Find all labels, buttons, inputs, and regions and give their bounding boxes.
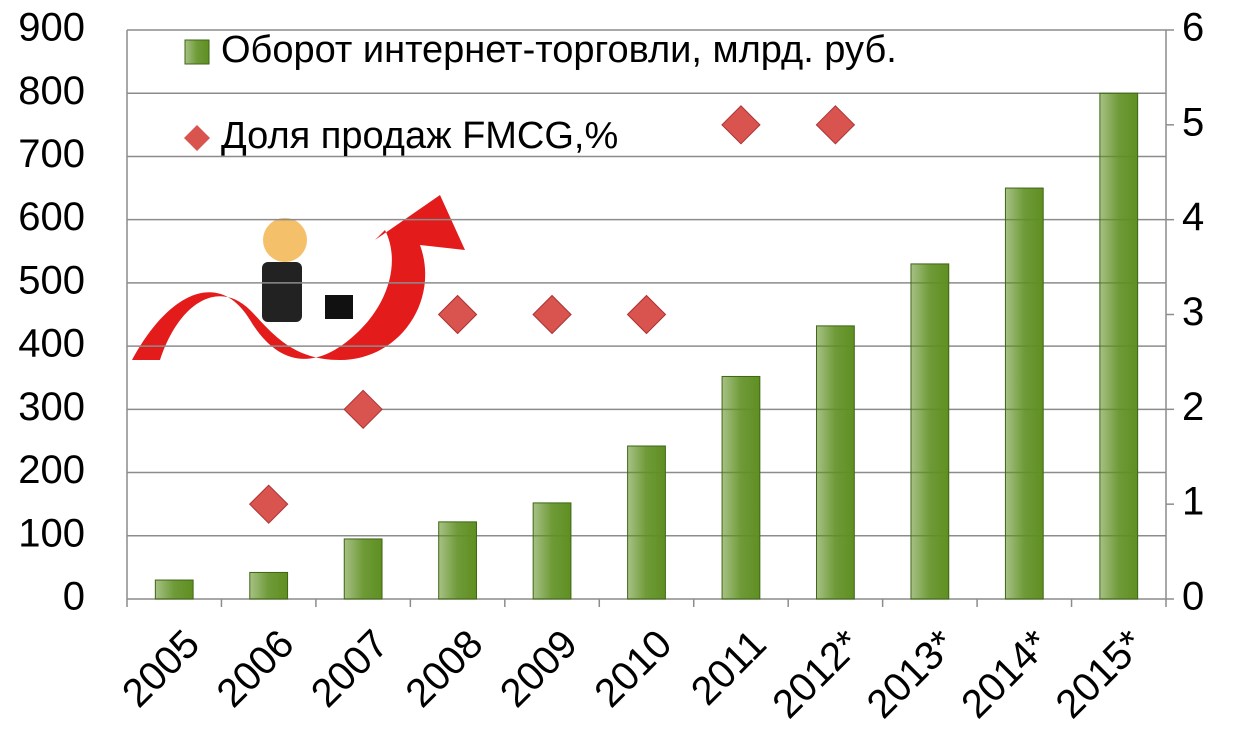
legend-label: Доля продаж FMCG,%	[221, 115, 618, 157]
y2-tick-label: 2	[1182, 385, 1204, 429]
y2-tick-label: 0	[1182, 575, 1204, 619]
x-tick-label: 2015*	[1048, 622, 1153, 727]
y-tick-label: 200	[18, 448, 85, 492]
y-tick-label: 800	[18, 69, 85, 113]
y-tick-label: 100	[18, 511, 85, 555]
legend-swatch	[184, 125, 210, 151]
y-tick-label: 500	[18, 258, 85, 302]
x-tick-label: 2007	[303, 622, 397, 716]
y2-tick-label: 1	[1182, 480, 1204, 524]
figure-head	[263, 218, 307, 262]
diamond-marker	[344, 390, 382, 428]
y-tick-label: 400	[18, 322, 85, 366]
bar	[911, 264, 949, 599]
chart: 0100200300400500600700800900012345620052…	[0, 0, 1238, 746]
diamond-marker	[533, 296, 571, 334]
y-tick-label: 900	[18, 6, 85, 50]
y-tick-label: 600	[18, 195, 85, 239]
bar	[628, 446, 666, 599]
bar	[533, 503, 571, 599]
y2-tick-label: 6	[1182, 6, 1204, 50]
bar	[1100, 93, 1138, 599]
x-tick-label: 2010	[586, 622, 680, 716]
bar	[722, 376, 760, 599]
x-tick-label: 2005	[114, 622, 208, 716]
legend-swatch	[185, 40, 209, 64]
bar	[155, 580, 193, 599]
bar	[817, 326, 855, 599]
y-tick-label: 700	[18, 132, 85, 176]
figure-body	[262, 262, 302, 322]
x-tick-label: 2011	[683, 622, 775, 714]
figure-briefcase	[325, 295, 353, 319]
bar	[250, 572, 288, 599]
bar	[344, 539, 382, 599]
diamond-marker	[250, 485, 288, 523]
x-tick-label: 2009	[492, 622, 586, 716]
x-tick-label: 2014*	[953, 622, 1058, 727]
x-tick-label: 2008	[397, 622, 491, 716]
diamond-marker	[816, 106, 854, 144]
x-tick-label: 2006	[208, 622, 302, 716]
y-tick-label: 0	[63, 575, 85, 619]
legend-label: Оборот интернет-торговли, млрд. руб.	[221, 29, 897, 71]
y-tick-label: 300	[18, 385, 85, 429]
x-tick-label: 2012*	[764, 622, 869, 727]
y2-tick-label: 4	[1182, 195, 1204, 239]
y2-tick-label: 5	[1182, 100, 1204, 144]
diamond-marker	[439, 296, 477, 334]
bar	[1005, 188, 1043, 599]
x-tick-label: 2013*	[859, 622, 964, 727]
diamond-marker	[722, 106, 760, 144]
diamond-marker	[628, 296, 666, 334]
y2-tick-label: 3	[1182, 290, 1204, 334]
bar	[439, 522, 477, 599]
